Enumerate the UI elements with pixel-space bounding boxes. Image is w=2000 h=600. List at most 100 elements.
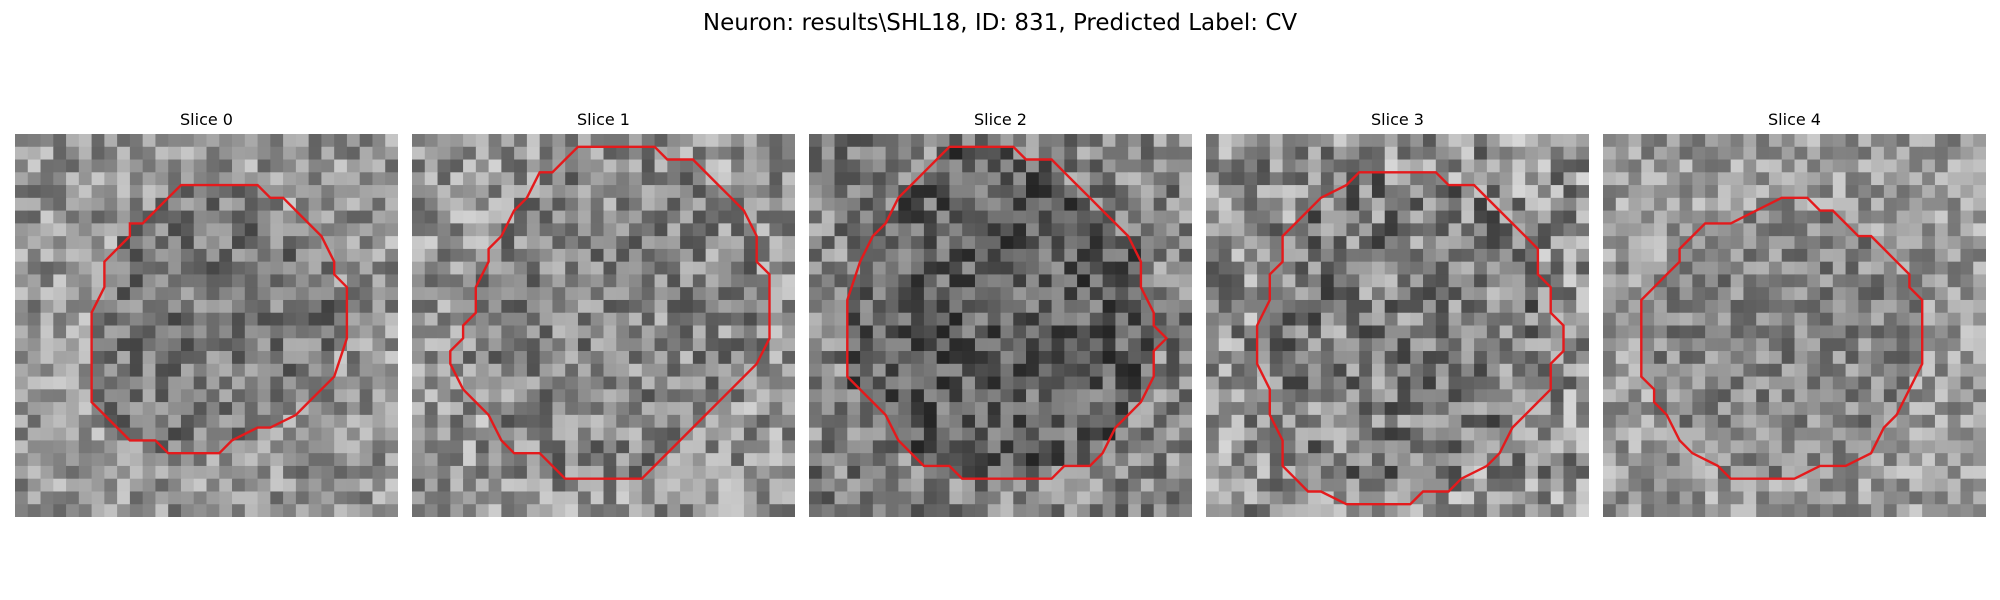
pixel bbox=[1537, 299, 1552, 314]
pixel bbox=[1756, 338, 1770, 352]
pixel bbox=[1359, 389, 1373, 403]
pixel bbox=[1717, 351, 1732, 365]
pixel bbox=[1244, 248, 1258, 263]
pixel bbox=[667, 134, 681, 148]
pixel bbox=[603, 146, 617, 161]
pixel bbox=[475, 427, 490, 441]
pixel bbox=[1896, 210, 1910, 224]
pixel bbox=[27, 465, 42, 480]
pixel bbox=[898, 197, 912, 212]
pixel bbox=[193, 478, 208, 493]
pixel bbox=[987, 491, 1002, 505]
pixel bbox=[27, 274, 42, 288]
pixel bbox=[1666, 351, 1681, 365]
pixel bbox=[372, 312, 386, 327]
pixel bbox=[1051, 146, 1065, 161]
pixel bbox=[129, 172, 144, 186]
pixel bbox=[1934, 134, 1949, 148]
pixel bbox=[1512, 210, 1526, 224]
pixel bbox=[501, 504, 515, 517]
pixel bbox=[412, 134, 426, 148]
pixel bbox=[987, 338, 1002, 352]
pixel bbox=[821, 261, 836, 276]
pixel bbox=[1077, 261, 1091, 276]
pixel bbox=[1641, 389, 1655, 403]
pixel bbox=[1231, 210, 1245, 224]
pixel bbox=[1871, 402, 1885, 416]
pixel bbox=[1218, 427, 1233, 441]
pixel bbox=[1320, 389, 1335, 403]
pixel bbox=[91, 172, 105, 186]
pixel bbox=[308, 351, 322, 365]
pixel bbox=[1295, 453, 1309, 467]
pixel bbox=[641, 185, 656, 199]
pixel bbox=[1269, 363, 1284, 378]
pixel bbox=[66, 274, 80, 288]
pixel bbox=[769, 491, 783, 505]
pixel bbox=[488, 325, 502, 339]
pixel bbox=[782, 146, 795, 161]
pixel bbox=[590, 197, 605, 212]
pixel bbox=[834, 248, 848, 263]
pixel bbox=[1448, 274, 1462, 288]
pixel bbox=[1244, 402, 1258, 416]
pixel bbox=[680, 351, 694, 365]
pixel bbox=[424, 185, 439, 199]
pixel bbox=[1282, 363, 1296, 378]
pixel bbox=[1730, 236, 1745, 250]
pixel bbox=[1013, 440, 1027, 454]
pixel bbox=[104, 146, 118, 161]
pixel bbox=[1486, 210, 1501, 224]
pixel bbox=[577, 134, 592, 148]
pixel bbox=[1654, 491, 1668, 505]
pixel bbox=[1410, 351, 1424, 365]
pixel bbox=[1269, 440, 1284, 454]
pixel bbox=[539, 325, 554, 339]
pixel bbox=[1346, 312, 1360, 327]
pixel bbox=[359, 491, 374, 505]
pixel bbox=[782, 414, 795, 429]
pixel bbox=[1089, 223, 1104, 237]
pixel bbox=[1743, 478, 1757, 493]
pixel bbox=[1077, 159, 1091, 173]
pixel bbox=[885, 389, 899, 403]
pixel bbox=[1038, 376, 1053, 390]
pixel bbox=[1371, 146, 1386, 161]
pixel bbox=[1858, 312, 1872, 327]
pixel bbox=[346, 185, 361, 199]
pixel bbox=[1679, 210, 1693, 224]
pixel bbox=[1013, 261, 1027, 276]
pixel bbox=[385, 172, 398, 186]
pixel bbox=[359, 287, 374, 301]
pixel bbox=[1883, 197, 1898, 212]
pixel bbox=[1089, 236, 1104, 250]
pixel bbox=[782, 440, 795, 454]
pixel bbox=[53, 376, 67, 390]
pixel bbox=[1026, 465, 1040, 480]
pixel bbox=[1128, 440, 1142, 454]
pixel bbox=[782, 159, 795, 173]
pixel bbox=[1858, 363, 1872, 378]
pixel bbox=[974, 146, 989, 161]
pixel bbox=[1922, 478, 1936, 493]
pixel bbox=[283, 491, 297, 505]
pixel bbox=[1231, 185, 1245, 199]
pixel bbox=[1603, 134, 1617, 148]
pixel bbox=[475, 389, 490, 403]
pixel bbox=[1756, 440, 1770, 454]
pixel bbox=[911, 261, 925, 276]
pixel bbox=[40, 287, 54, 301]
pixel bbox=[1423, 261, 1437, 276]
pixel bbox=[539, 338, 554, 352]
pixel bbox=[501, 159, 515, 173]
pixel bbox=[346, 287, 361, 301]
pixel bbox=[1474, 274, 1488, 288]
pixel bbox=[1474, 261, 1488, 276]
pixel bbox=[1397, 172, 1411, 186]
pixel bbox=[1038, 146, 1053, 161]
pixel bbox=[1615, 172, 1630, 186]
pixel bbox=[1654, 376, 1668, 390]
neuron-contour bbox=[90, 183, 349, 455]
pixel bbox=[641, 504, 656, 517]
pixel bbox=[1282, 146, 1296, 161]
